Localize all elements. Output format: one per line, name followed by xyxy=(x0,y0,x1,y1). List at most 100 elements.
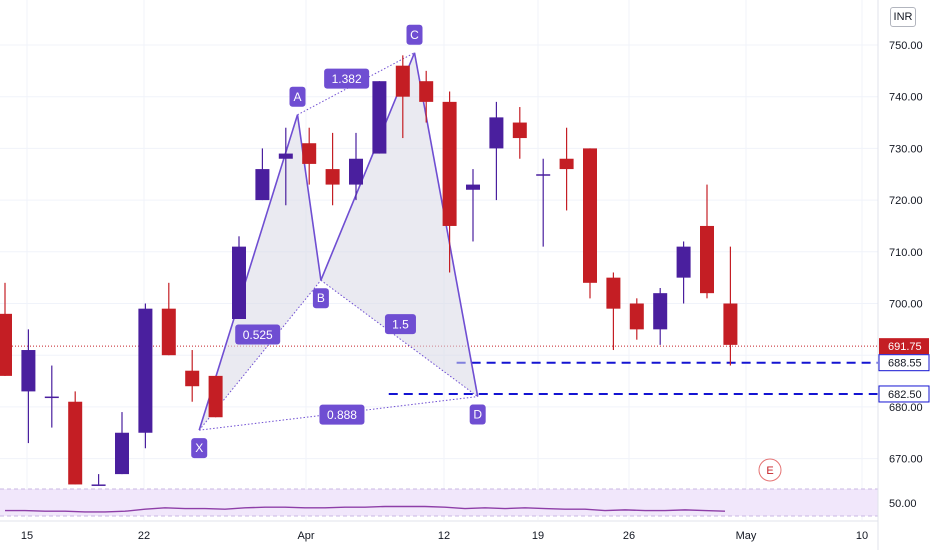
point-label-a: A xyxy=(289,86,306,107)
candle xyxy=(349,132,363,201)
event-letter: E xyxy=(766,465,773,477)
candle xyxy=(653,287,668,345)
candle xyxy=(115,412,129,475)
indicator-pane xyxy=(0,488,878,517)
level-tag-box xyxy=(878,354,930,372)
candle-body xyxy=(629,303,644,330)
indicator-tick-label: 50.00 xyxy=(889,498,917,510)
candle xyxy=(395,55,410,139)
y-tick-label: 750.00 xyxy=(889,40,923,52)
time-axis[interactable]: 15 22 Apr 12 19 26 May 10 xyxy=(0,520,878,542)
candle xyxy=(700,184,714,299)
candle-body xyxy=(583,148,597,283)
y-tick-label: 710.00 xyxy=(889,247,923,259)
harmonic-pattern[interactable] xyxy=(198,52,479,431)
pattern-labels: X A B C D 1.382 0.525 1.5 0.888 xyxy=(191,24,486,459)
candle-body xyxy=(91,484,106,486)
indicator-line xyxy=(5,505,726,513)
candle-body xyxy=(700,225,714,294)
x-tick-label: May xyxy=(736,530,757,542)
x-tick-label: Apr xyxy=(297,530,314,542)
candle-body xyxy=(278,153,293,159)
candle xyxy=(466,169,480,242)
candle-body xyxy=(21,350,36,392)
y-tick-label: 720.00 xyxy=(889,195,923,207)
candle xyxy=(419,70,434,123)
candle xyxy=(489,101,504,201)
candle xyxy=(676,241,691,304)
ratio-label-text: 1.5 xyxy=(392,318,409,332)
y-tick-label: 670.00 xyxy=(889,454,923,466)
pattern-leg-ab xyxy=(296,114,322,281)
currency-label[interactable]: INR xyxy=(890,7,916,27)
candle xyxy=(278,127,293,206)
candle xyxy=(559,127,574,211)
candle-body xyxy=(0,313,12,376)
point-label-box xyxy=(406,24,423,45)
pattern-triangle-bcd xyxy=(320,52,478,397)
candle-body xyxy=(606,277,621,309)
candle-body xyxy=(466,184,480,190)
ratio-label: 1.382 xyxy=(324,68,370,89)
candle xyxy=(302,127,317,185)
candle xyxy=(185,350,200,402)
candle-body xyxy=(44,396,59,399)
level-tag: 682.50 xyxy=(878,385,930,403)
candle-body xyxy=(232,246,246,320)
point-label-text: A xyxy=(293,90,301,104)
candle xyxy=(21,329,36,444)
candle xyxy=(138,303,153,449)
candle-body xyxy=(653,293,668,330)
x-tick-label: 19 xyxy=(532,530,544,542)
ratio-label: 0.525 xyxy=(235,324,281,345)
point-label-d: D xyxy=(469,404,486,425)
candle xyxy=(442,91,457,273)
candle xyxy=(372,81,387,154)
point-label-text: C xyxy=(410,28,419,42)
candle xyxy=(255,148,270,201)
candle-body xyxy=(138,308,153,433)
candle xyxy=(161,282,176,356)
candle-body xyxy=(185,370,200,387)
ratio-label-box xyxy=(319,404,365,425)
point-label-c: C xyxy=(406,24,423,45)
candle-body xyxy=(536,174,551,176)
candle-body xyxy=(723,303,738,345)
level-tag: 688.55 xyxy=(878,354,930,372)
candle-body xyxy=(419,81,434,102)
candle xyxy=(68,391,83,485)
x-tick-label: 26 xyxy=(623,530,635,542)
candle xyxy=(723,246,738,366)
point-label-box xyxy=(469,404,486,425)
candle xyxy=(583,148,597,299)
x-tick-label: 12 xyxy=(438,530,450,542)
ratio-label-text: 0.525 xyxy=(243,328,273,342)
level-tag: 691.75 xyxy=(879,338,929,355)
candle-body xyxy=(208,375,223,418)
price-axis[interactable]: 750.00 740.00 730.00 720.00 710.00 700.00 680.… xyxy=(877,0,930,550)
candle-body xyxy=(372,81,387,154)
ratio-line-ac xyxy=(297,52,415,116)
candle xyxy=(512,107,527,159)
candle-body xyxy=(489,117,504,149)
ratio-label-box xyxy=(235,324,281,345)
event-marker[interactable]: E xyxy=(758,458,782,482)
ratio-label-box xyxy=(384,314,416,335)
y-tick-label: 730.00 xyxy=(889,143,923,155)
candle-body xyxy=(442,101,457,226)
point-label-box xyxy=(289,86,306,107)
candle xyxy=(325,132,340,206)
candle-body xyxy=(349,158,363,185)
candle xyxy=(536,158,551,247)
ratio-label-text: 1.382 xyxy=(332,72,362,86)
candle-body xyxy=(68,401,83,485)
candle xyxy=(606,272,621,351)
ratio-label-text: 0.888 xyxy=(327,408,357,422)
candle-body xyxy=(302,143,317,164)
candle-body xyxy=(255,169,270,201)
y-tick-label: 680.00 xyxy=(889,402,923,414)
indicator-band xyxy=(0,489,878,516)
y-tick-label: 740.00 xyxy=(889,92,923,104)
x-tick-label: 10 xyxy=(856,530,868,542)
